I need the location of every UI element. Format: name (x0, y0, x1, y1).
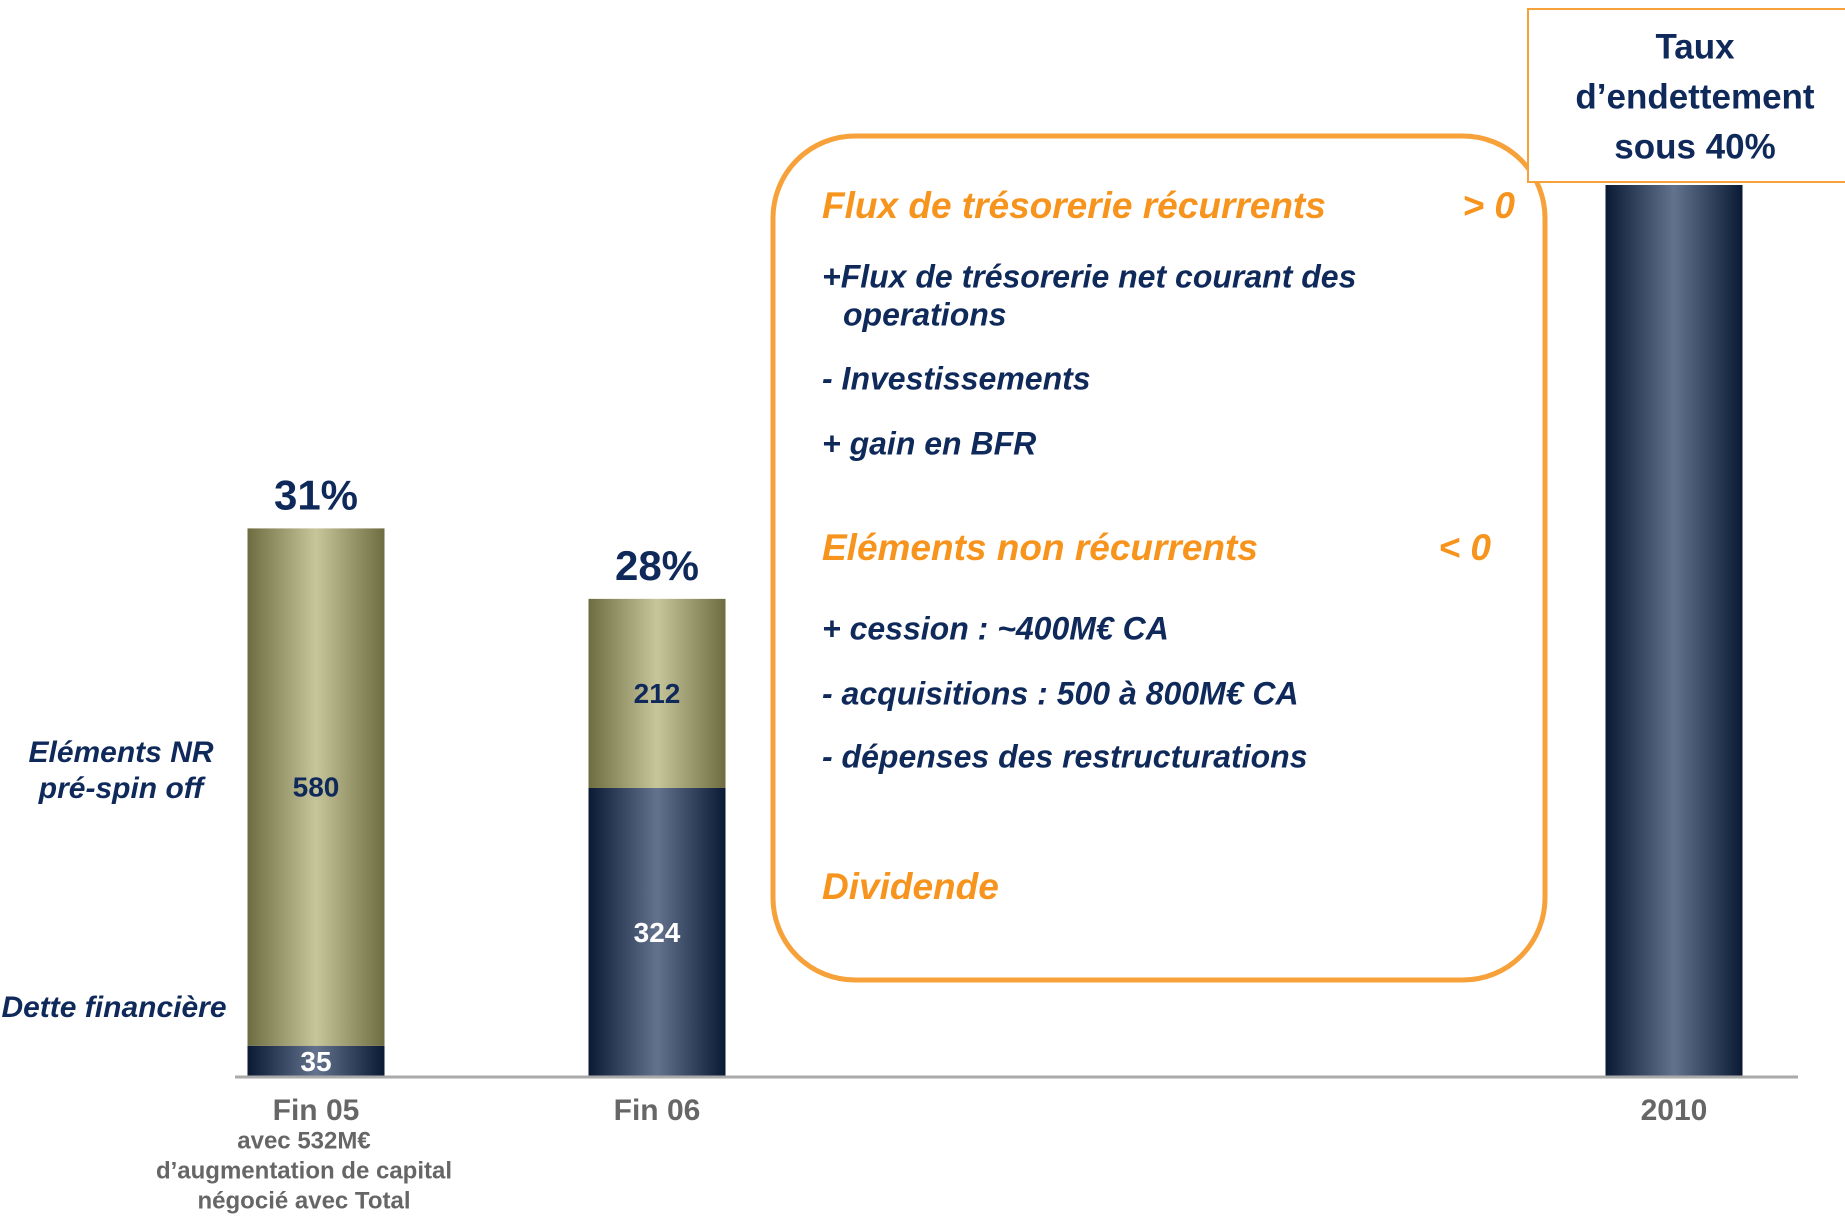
callout-box (1527, 8, 1845, 183)
box-heading: Eléments non récurrents (822, 527, 1258, 568)
box-line: - acquisitions : 500 à 800M€ CA (822, 675, 1299, 711)
ratio-label: 31% (274, 472, 358, 519)
data-label: 35 (300, 1046, 331, 1077)
box-line: - dépenses des restructurations (822, 738, 1307, 774)
callout-text: Taux (1655, 27, 1735, 66)
category-note: négocié avec Total (198, 1187, 411, 1214)
data-label: 324 (634, 917, 681, 948)
data-label: 580 (293, 771, 340, 802)
x-tick-label: Fin 06 (614, 1094, 701, 1127)
bar-shade (247, 528, 385, 1046)
box-heading: Dividende (822, 866, 999, 907)
x-tick-label: Fin 05 (273, 1094, 360, 1127)
category-note: d’augmentation de capital (156, 1157, 452, 1184)
bar-shade (247, 1045, 385, 1077)
data-label: 212 (634, 678, 681, 709)
bar-shade (588, 787, 726, 1077)
box-sign: < 0 (1439, 527, 1492, 568)
bar-shade (1605, 185, 1743, 1077)
bar-shade (588, 598, 726, 788)
box-line: +Flux de trésorerie net courant des (822, 258, 1356, 294)
callout-box (770, 133, 1548, 983)
box-heading: Flux de trésorerie récurrents (822, 185, 1326, 226)
box-sign: > 0 (1463, 185, 1516, 226)
category-note: avec 532M€ (237, 1127, 370, 1154)
legend-entry: Dette financière (1, 991, 227, 1024)
callout-text: sous 40% (1614, 127, 1775, 166)
x-tick-label: 2010 (1641, 1094, 1708, 1127)
ratio-label: 28% (615, 542, 699, 589)
box-line: - Investissements (822, 360, 1091, 396)
box-line: + cession : ~400M€ CA (822, 610, 1169, 646)
legend-entry: Eléments NR pré-spin off (28, 736, 214, 805)
box-line: + gain en BFR (822, 425, 1036, 461)
callout-text: d’endettement (1575, 77, 1815, 116)
box-line: operations (843, 296, 1007, 332)
